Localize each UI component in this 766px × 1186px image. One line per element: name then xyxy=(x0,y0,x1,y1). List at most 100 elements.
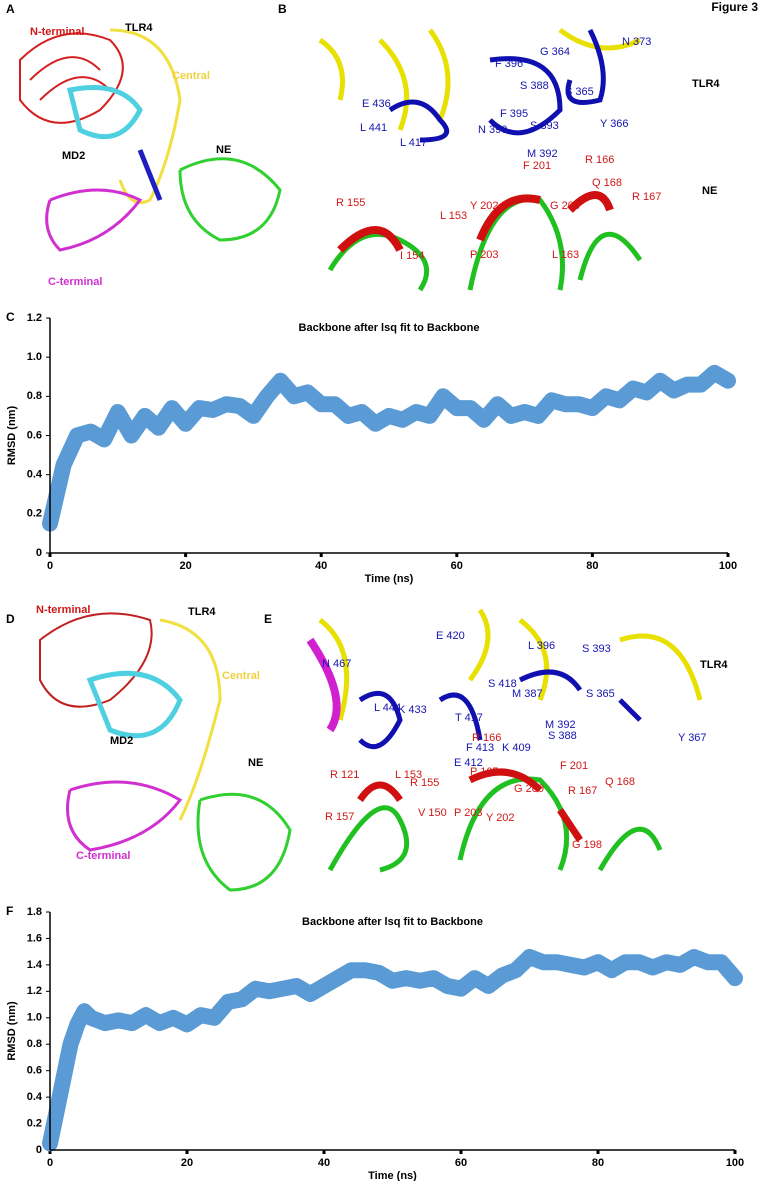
residue-label: S 365 xyxy=(586,688,615,700)
x-tick-label: 40 xyxy=(315,560,327,572)
residue-label: K 409 xyxy=(502,742,531,754)
x-tick-label: 0 xyxy=(47,560,53,572)
residue-label: E 420 xyxy=(436,630,465,642)
residue-label: R 166 xyxy=(472,732,501,744)
y-tick-label: 1.2 xyxy=(27,312,42,324)
residue-label: S 393 xyxy=(530,120,559,132)
x-tick-label: 80 xyxy=(592,1157,604,1169)
rmsd-line xyxy=(42,364,736,532)
residue-label: P 165 xyxy=(470,766,499,778)
residue-label: Central xyxy=(222,670,260,682)
residue-label: P 203 xyxy=(470,249,499,261)
residue-label: Central xyxy=(172,70,210,82)
x-tick-label: 40 xyxy=(318,1157,330,1169)
residue-label: Y 202 xyxy=(470,200,499,212)
residue-label: L 441 xyxy=(360,122,387,134)
residue-label: C-terminal xyxy=(48,276,102,288)
x-axis-label: Time (ns) xyxy=(365,573,414,585)
residue-label: F 395 xyxy=(500,108,528,120)
y-tick-label: 0.4 xyxy=(27,469,43,481)
y-axis-label: RMSD (nm) xyxy=(6,406,18,466)
residue-label: L 396 xyxy=(528,640,555,652)
residue-label: TLR4 xyxy=(692,78,720,90)
chart-title: Backbone after lsq fit to Backbone xyxy=(299,322,480,334)
panel-label: F xyxy=(6,904,13,918)
x-tick-label: 60 xyxy=(451,560,463,572)
panel-label: E xyxy=(264,612,272,626)
rmsd-line xyxy=(42,949,743,1152)
x-tick-label: 100 xyxy=(726,1157,744,1169)
residue-label: Y 367 xyxy=(678,732,707,744)
residue-label: R 166 xyxy=(585,154,614,166)
y-tick-label: 0.6 xyxy=(27,429,42,441)
panel-label: B xyxy=(278,2,287,16)
residue-label: TLR4 xyxy=(700,659,728,671)
y-tick-label: 0 xyxy=(36,547,42,559)
residue-label: K 433 xyxy=(398,704,427,716)
y-tick-label: 0.4 xyxy=(27,1091,43,1103)
residue-label: E 412 xyxy=(454,757,483,769)
residue-label: TLR4 xyxy=(188,606,216,618)
residue-label: R 155 xyxy=(410,777,439,789)
residue-label: S 418 xyxy=(488,678,517,690)
y-tick-label: 1.2 xyxy=(27,985,42,997)
residue-label: R 121 xyxy=(330,769,359,781)
residue-label: G 200 xyxy=(550,200,580,212)
residue-label: I 154 xyxy=(400,250,424,262)
y-tick-label: 1.4 xyxy=(27,959,43,971)
y-tick-label: 0.2 xyxy=(27,1117,42,1129)
y-tick-label: 0.8 xyxy=(27,390,42,402)
residue-label: F 201 xyxy=(523,160,551,172)
residue-label: NE xyxy=(248,757,263,769)
x-tick-label: 100 xyxy=(719,560,737,572)
residue-label: R 167 xyxy=(568,785,597,797)
residue-label: NE xyxy=(702,185,717,197)
x-tick-label: 80 xyxy=(586,560,598,572)
panel-label: A xyxy=(6,2,15,16)
residue-label: MD2 xyxy=(62,150,85,162)
residue-label: T 417 xyxy=(455,712,483,724)
residue-label: R 157 xyxy=(325,811,354,823)
residue-label: F 201 xyxy=(560,760,588,772)
x-tick-label: 0 xyxy=(47,1157,53,1169)
residue-label: N-terminal xyxy=(36,604,90,616)
structure-a xyxy=(19,28,282,252)
y-tick-label: 1.6 xyxy=(27,932,42,944)
residue-label: Y 202 xyxy=(486,812,515,824)
residue-label: S 393 xyxy=(582,643,611,655)
residue-label: L 163 xyxy=(552,249,579,261)
residue-label: L 153 xyxy=(440,210,467,222)
structure-e xyxy=(306,608,703,873)
residue-label: E 436 xyxy=(362,98,391,110)
x-tick-label: 60 xyxy=(455,1157,467,1169)
residue-label: M 392 xyxy=(545,719,576,731)
residue-label: S 365 xyxy=(565,86,594,98)
residue-label: NE xyxy=(216,144,231,156)
figure-label: Figure 3 xyxy=(711,0,758,14)
residue-label: R 167 xyxy=(632,191,661,203)
residue-label: M 387 xyxy=(512,688,543,700)
x-tick-label: 20 xyxy=(179,560,191,572)
residue-label: N-terminal xyxy=(30,26,84,38)
residue-label: P 203 xyxy=(454,807,483,819)
residue-label: Y 366 xyxy=(600,118,629,130)
residue-label: F 413 xyxy=(466,742,494,754)
residue-label: G 198 xyxy=(572,839,602,851)
residue-label: N 390 xyxy=(478,124,507,136)
residue-label: G 200 xyxy=(514,783,544,795)
residue-label: L 153 xyxy=(395,769,422,781)
residue-label: C-terminal xyxy=(76,850,130,862)
residue-label: S 388 xyxy=(548,730,577,742)
y-tick-label: 0.2 xyxy=(27,508,42,520)
residue-label: G 364 xyxy=(540,46,570,58)
y-tick-label: 1.0 xyxy=(27,351,42,363)
structure-b xyxy=(310,27,660,298)
x-tick-label: 20 xyxy=(181,1157,193,1169)
y-tick-label: 1.8 xyxy=(27,906,42,918)
residue-label: MD2 xyxy=(110,735,133,747)
residue-label: S 388 xyxy=(520,80,549,92)
y-tick-label: 0 xyxy=(36,1144,42,1156)
structure-d xyxy=(39,612,292,892)
residue-label: V 150 xyxy=(418,807,447,819)
